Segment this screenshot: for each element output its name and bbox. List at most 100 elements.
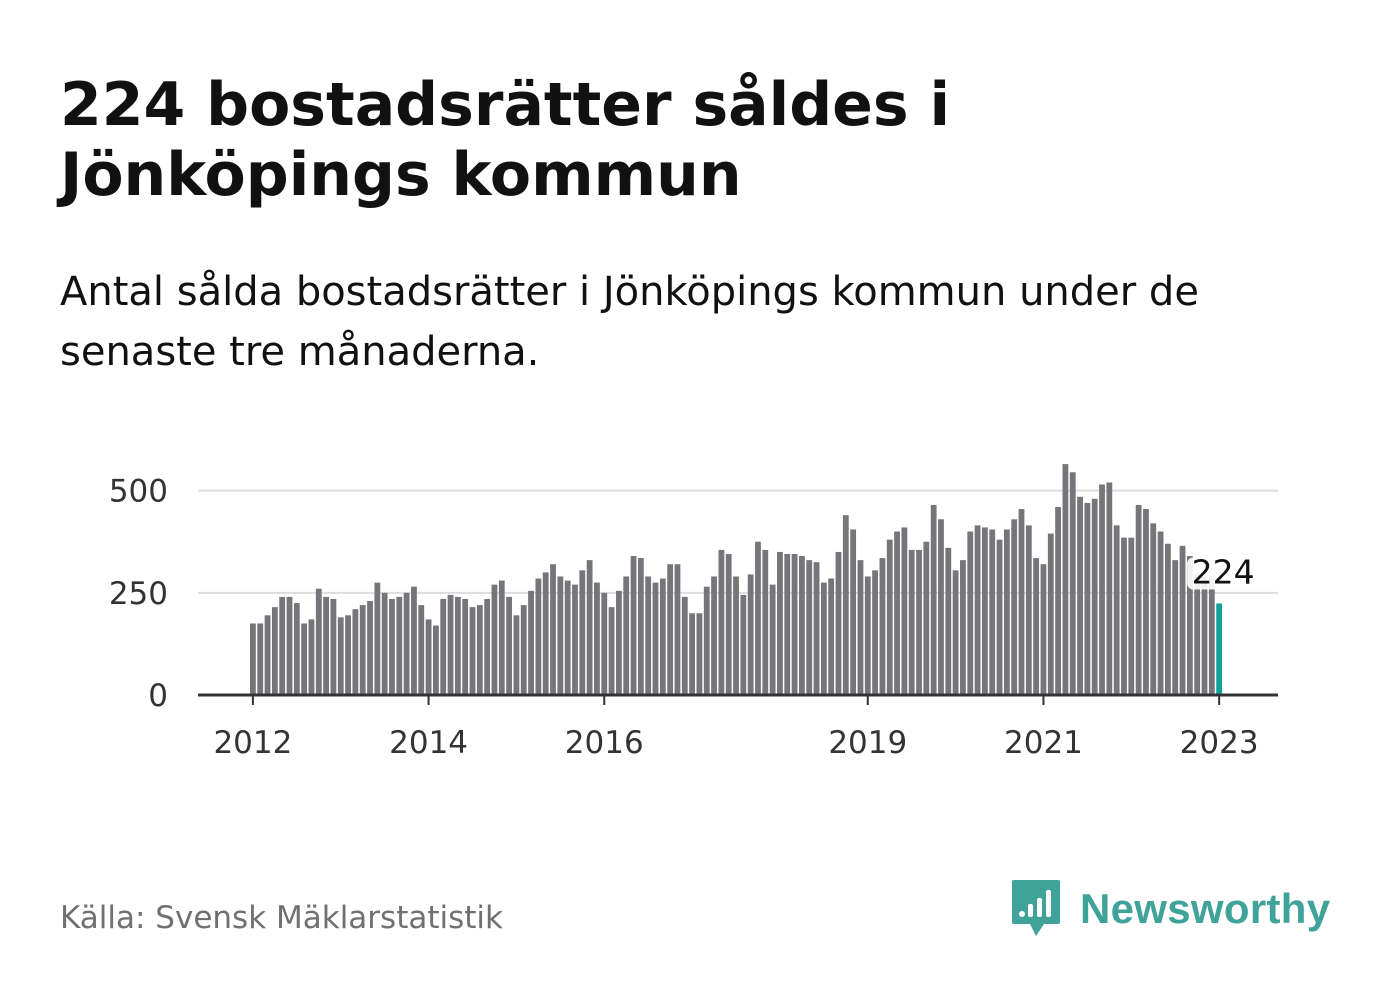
- bar: [1018, 509, 1025, 695]
- bar: [1113, 525, 1120, 695]
- bar: [1062, 464, 1069, 695]
- bar: [476, 605, 483, 695]
- bar: [623, 576, 630, 695]
- bar: [696, 613, 703, 695]
- bar: [857, 560, 864, 695]
- bar: [257, 623, 264, 695]
- bar: [806, 560, 813, 695]
- bar: [842, 515, 849, 695]
- annotation-label: 224: [1192, 552, 1255, 591]
- bar: [864, 576, 871, 695]
- bar: [1077, 496, 1083, 695]
- bar: [1091, 498, 1098, 695]
- bar: [564, 580, 571, 695]
- bar: [411, 586, 417, 695]
- bar: [542, 572, 549, 695]
- bar: [828, 578, 835, 695]
- bar: [769, 584, 776, 695]
- bar: [1003, 529, 1010, 695]
- chart-subtitle: Antal sålda bostadsrätter i Jönköpings k…: [60, 269, 1199, 375]
- bar: [630, 556, 637, 695]
- bar: [908, 549, 915, 695]
- newsworthy-brand[interactable]: Newsworthy: [1010, 878, 1330, 940]
- bar: [535, 578, 542, 695]
- bar: [594, 582, 600, 695]
- bar: [572, 584, 578, 695]
- bar: [689, 613, 695, 695]
- bar: [901, 527, 908, 695]
- bar: [550, 564, 556, 695]
- bar: [1157, 531, 1164, 695]
- bar: [469, 607, 476, 695]
- bar: [784, 554, 791, 695]
- bar: [952, 570, 959, 695]
- bar: [1186, 556, 1193, 695]
- bar: [916, 549, 922, 695]
- bar: [960, 560, 966, 695]
- bar: [1040, 564, 1047, 695]
- bar: [264, 615, 271, 695]
- bar: [645, 576, 652, 695]
- bar: [1069, 472, 1076, 695]
- bar: [747, 574, 754, 695]
- bar: [659, 578, 666, 695]
- bar: [974, 525, 981, 695]
- bar: [1084, 502, 1091, 695]
- bar: [813, 562, 820, 695]
- bar: [513, 615, 520, 695]
- x-tick-label: 2019: [828, 725, 907, 761]
- bar: [506, 596, 512, 695]
- x-tick-label: 2014: [389, 725, 468, 761]
- bar: [1172, 560, 1179, 695]
- bar: [433, 625, 439, 695]
- bar: [1135, 504, 1142, 695]
- bar: [323, 596, 329, 695]
- bar: [279, 596, 286, 695]
- bar: [725, 554, 732, 695]
- bar: [403, 592, 410, 695]
- bar: [820, 582, 827, 695]
- bar: [886, 539, 893, 695]
- bar: [945, 547, 952, 695]
- bar: [1055, 507, 1061, 695]
- bar: [1047, 533, 1054, 695]
- bar: [850, 529, 857, 695]
- bar: [616, 590, 622, 695]
- x-tick-label: 2023: [1180, 725, 1259, 761]
- bar: [396, 596, 403, 695]
- bar: [799, 556, 805, 695]
- bar: [681, 596, 688, 695]
- bar: [755, 541, 761, 695]
- bar: [652, 582, 659, 695]
- bar: [557, 576, 564, 695]
- bar: [586, 560, 593, 695]
- bar: [938, 519, 944, 695]
- bar: [301, 623, 308, 695]
- bar: [923, 541, 930, 695]
- newsworthy-logo-icon: [1012, 880, 1060, 936]
- bar: [389, 598, 395, 695]
- bar: [762, 549, 769, 695]
- bar: [601, 592, 608, 695]
- bar: [879, 558, 886, 695]
- bar: [740, 594, 747, 695]
- bar: [982, 527, 988, 695]
- bar: [447, 594, 454, 695]
- bar: [1106, 482, 1113, 695]
- bar: [1201, 576, 1208, 695]
- bar: [967, 531, 974, 695]
- bar: [293, 603, 300, 695]
- bar: [484, 598, 491, 695]
- bar: [520, 605, 527, 695]
- bar: [1025, 525, 1032, 695]
- source-credit: Källa: Svensk Mäklarstatistik: [60, 900, 503, 936]
- bar: [996, 539, 1003, 695]
- bar-chart: 0 250 500 2012 2014 2016 2019 2021 2023 224: [109, 464, 1278, 761]
- bar: [733, 576, 739, 695]
- bar: [440, 598, 447, 695]
- bar: [1165, 543, 1171, 695]
- bar: [1033, 558, 1040, 695]
- brand-name: Newsworthy: [1080, 885, 1331, 932]
- annotation-bg: [1187, 557, 1252, 590]
- bar: [359, 605, 366, 695]
